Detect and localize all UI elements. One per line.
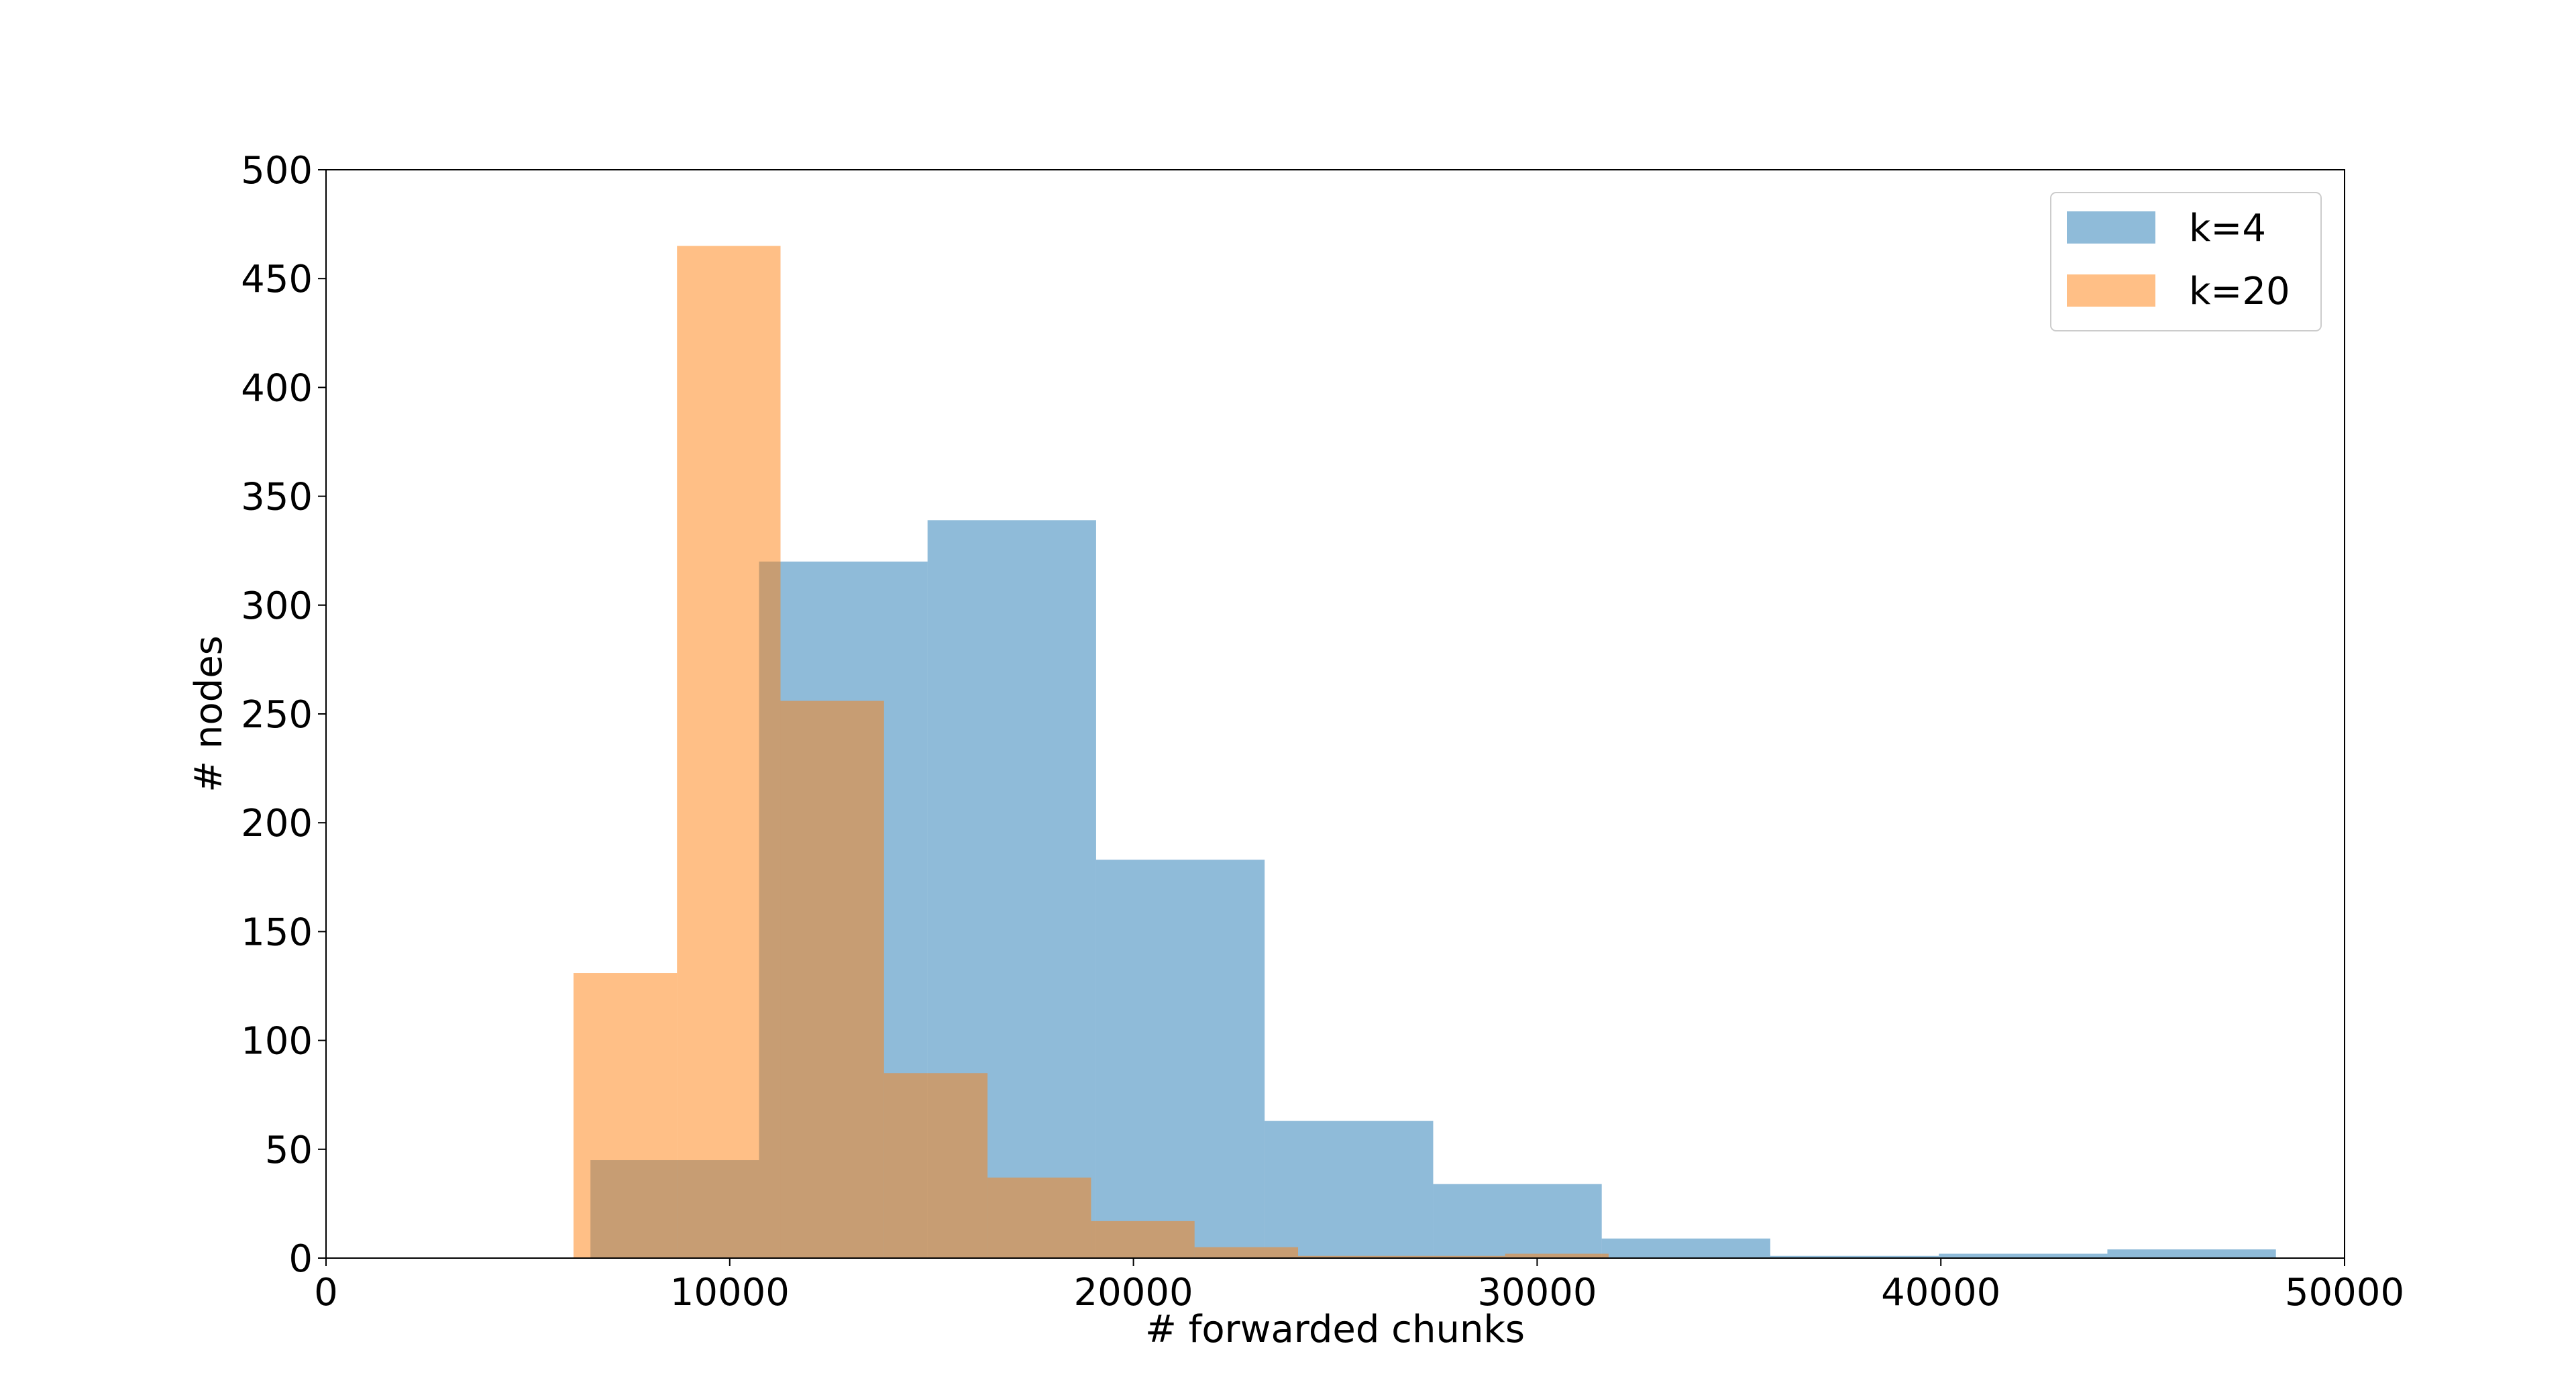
legend: k=4 k=20 [2050, 192, 2322, 331]
x-tick-label: 10000 [670, 1271, 790, 1314]
bar [2107, 1249, 2276, 1258]
y-tick-label: 50 [265, 1129, 313, 1172]
bar [1091, 1221, 1195, 1258]
x-tick-label: 20000 [1074, 1271, 1193, 1314]
y-tick-label: 350 [241, 476, 313, 519]
y-tick-label: 100 [241, 1020, 313, 1064]
legend-swatch [2067, 211, 2155, 244]
x-tick-label: 40000 [1881, 1271, 2000, 1314]
bar [1433, 1184, 1602, 1258]
legend-label: k=4 [2189, 207, 2266, 250]
bar [987, 1177, 1091, 1258]
y-tick-label: 200 [241, 802, 313, 845]
bar [1505, 1253, 1609, 1258]
bar [1939, 1253, 2108, 1258]
bar [677, 246, 781, 1258]
bar [1194, 1247, 1299, 1258]
y-axis-label: # nodes [187, 635, 231, 792]
bar [1298, 1255, 1402, 1258]
legend-label: k=20 [2189, 270, 2290, 313]
y-tick-label: 300 [241, 584, 313, 628]
x-tick-label: 30000 [1477, 1271, 1597, 1314]
bar [573, 973, 678, 1258]
bar [1265, 1121, 1434, 1258]
bar [883, 1073, 988, 1258]
bar [1401, 1255, 1505, 1258]
bar [1601, 1238, 1770, 1258]
y-tick-label: 400 [241, 366, 313, 410]
legend-swatch [2067, 274, 2155, 307]
y-tick-label: 250 [241, 693, 313, 737]
x-tick-label: 0 [314, 1271, 338, 1314]
y-tick-label: 450 [241, 258, 313, 301]
y-tick-label: 500 [241, 149, 313, 193]
y-tick-label: 0 [288, 1237, 313, 1281]
bar [1770, 1255, 1939, 1258]
x-axis-label: # forwarded chunks [1145, 1308, 1525, 1351]
y-tick-label: 150 [241, 911, 313, 954]
x-tick-label: 50000 [2285, 1271, 2404, 1314]
bar [780, 701, 884, 1258]
bar [1095, 860, 1265, 1258]
